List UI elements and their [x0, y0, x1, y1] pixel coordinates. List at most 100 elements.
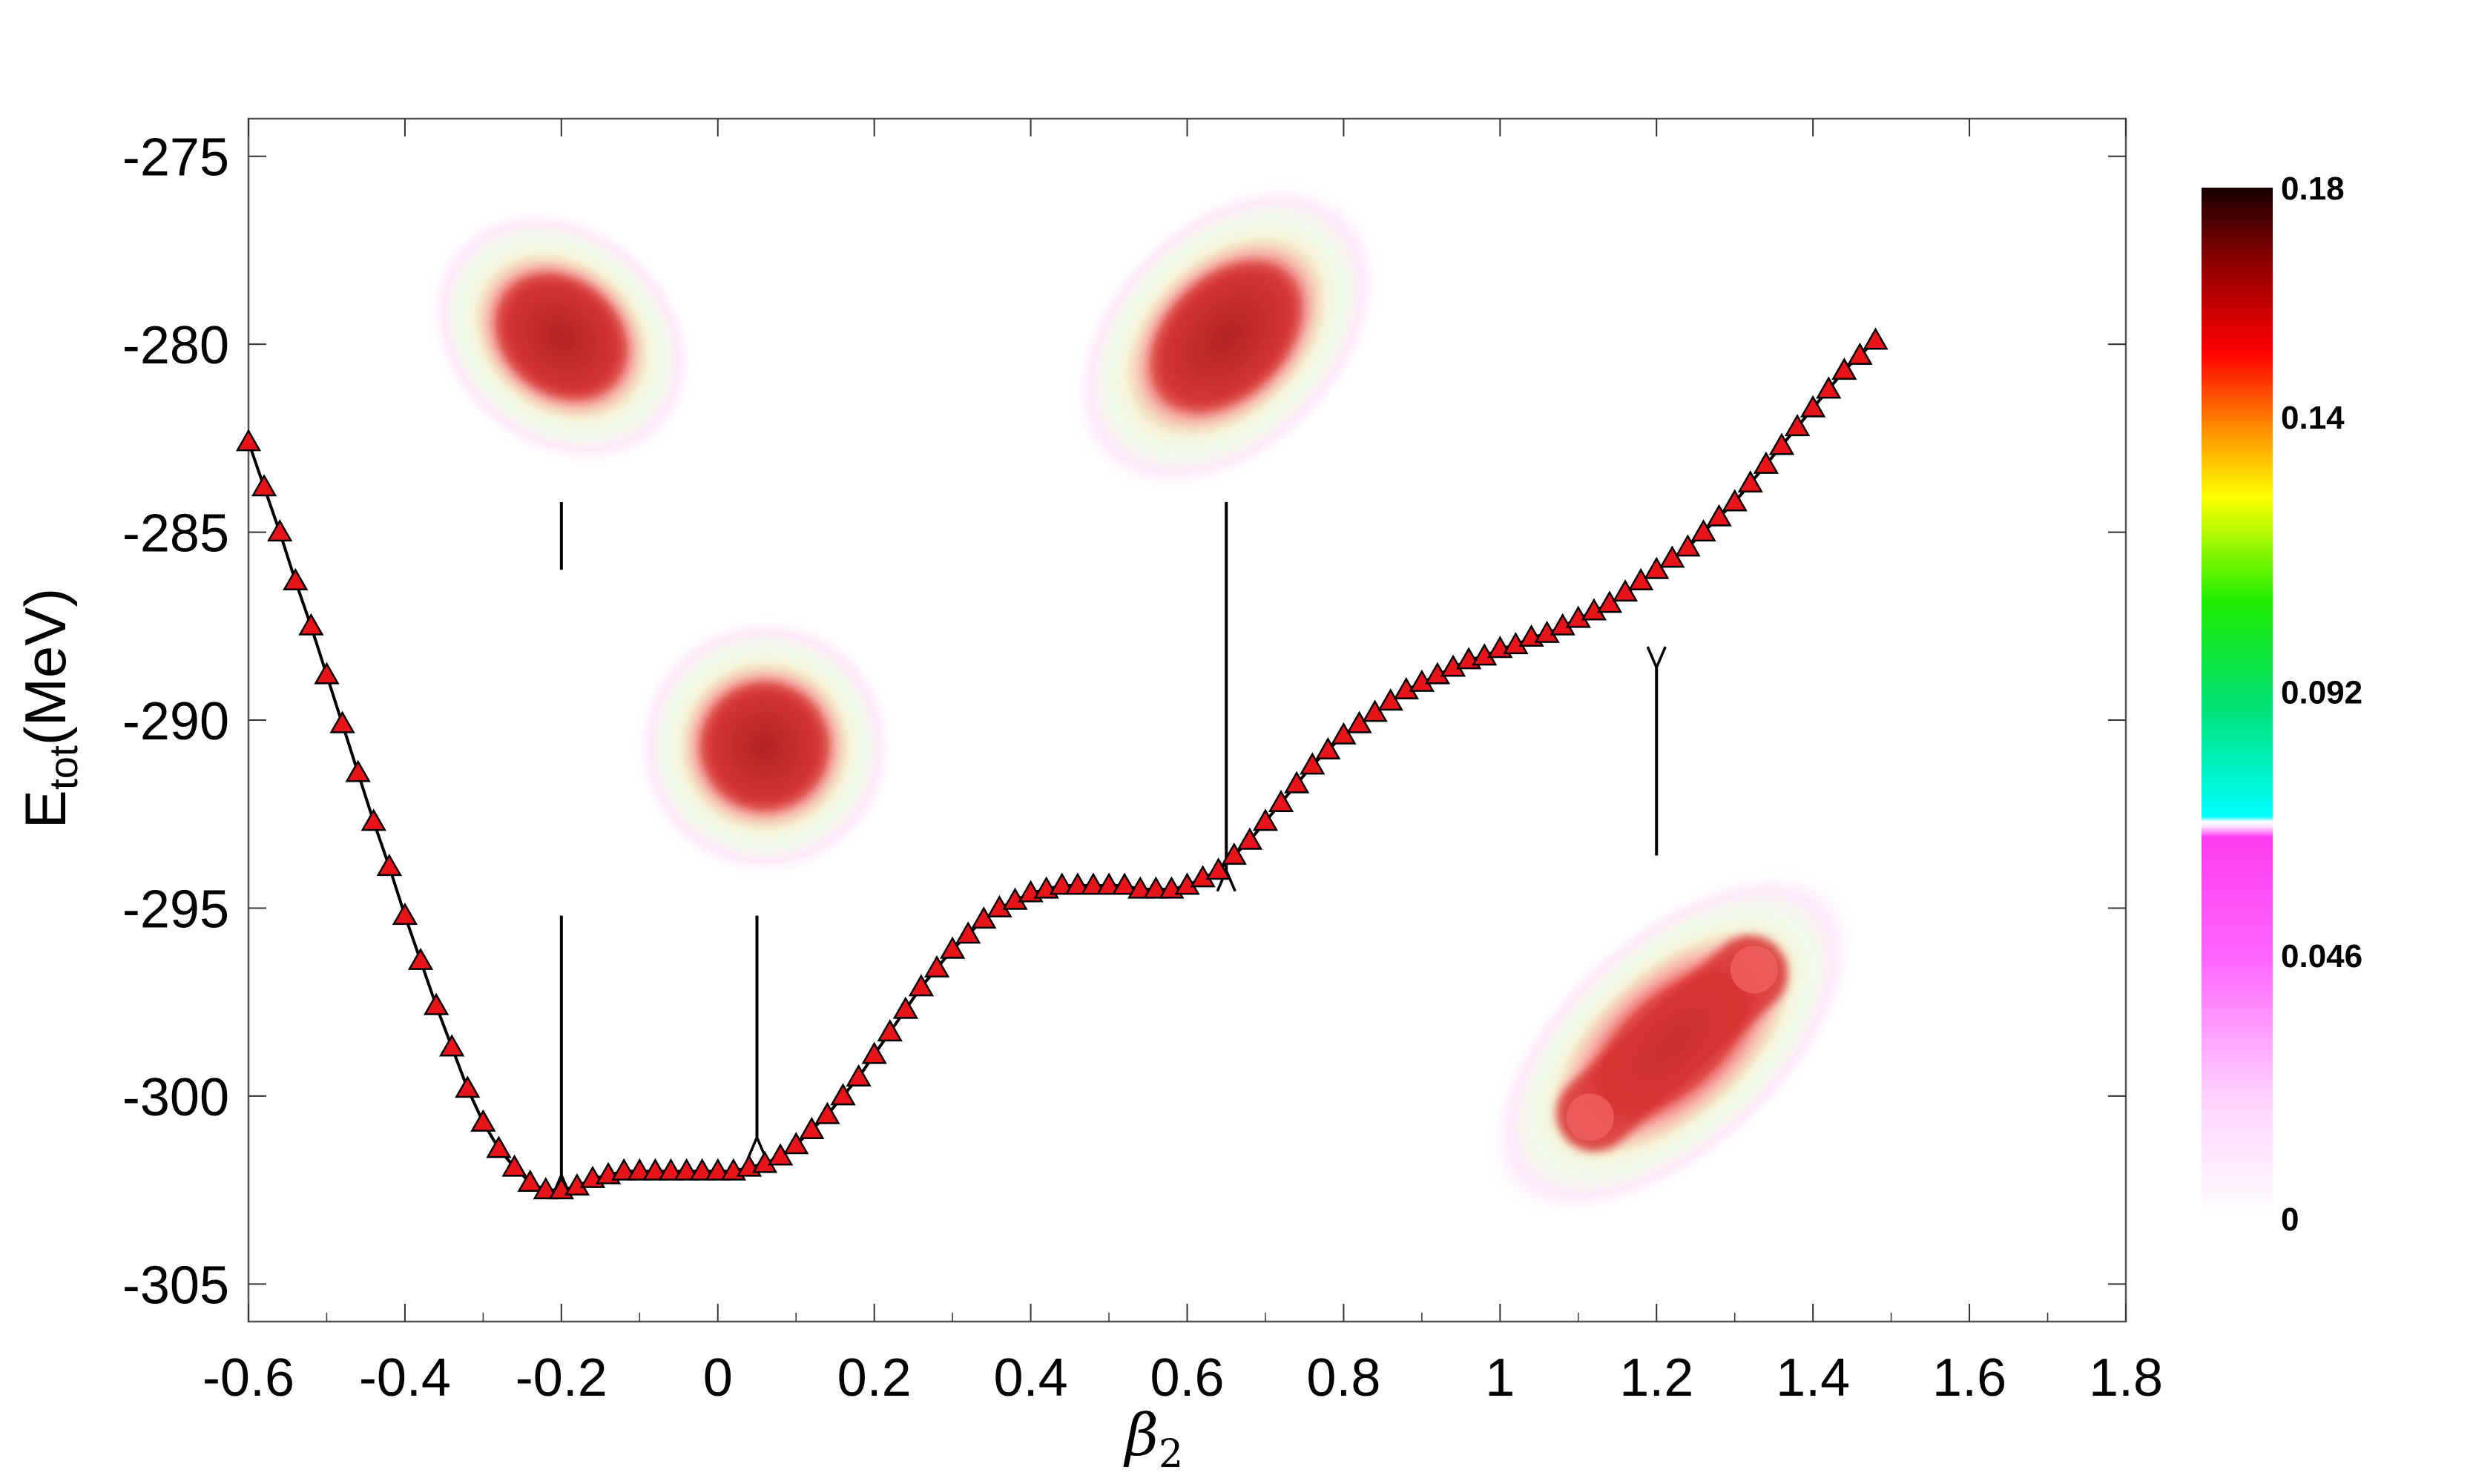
data-point [267, 519, 293, 542]
data-point [533, 1177, 559, 1200]
x-tick-label: -0.4 [359, 1348, 451, 1408]
density-insets [424, 179, 1861, 1221]
colorbar-tick-label: 0 [2281, 1201, 2299, 1238]
data-point [705, 1158, 731, 1181]
y-tick-label: -300 [122, 1068, 229, 1127]
data-point [1737, 470, 1763, 493]
data-point [1722, 489, 1748, 512]
x-tick-label: 0 [703, 1348, 733, 1408]
data-point [486, 1135, 512, 1158]
data-point [1659, 545, 1685, 568]
data-point [1706, 504, 1732, 527]
data-point [1096, 872, 1122, 895]
data-point [376, 854, 402, 877]
data-point [1831, 357, 1857, 380]
data-point [1816, 376, 1842, 399]
data-point [1064, 872, 1091, 895]
data-point [1268, 789, 1294, 813]
data-point [1236, 827, 1263, 850]
y-tick-label: -295 [122, 880, 229, 939]
data-point [1331, 722, 1357, 745]
data-point [470, 1109, 496, 1132]
data-point [392, 903, 418, 926]
data-point [1111, 872, 1138, 895]
y-tick-label: -305 [122, 1256, 229, 1315]
data-point [1800, 395, 1826, 418]
data-point [439, 1034, 465, 1057]
data-point [627, 1158, 653, 1181]
data-point [1346, 710, 1372, 733]
x-tick-label: 0.4 [994, 1348, 1068, 1408]
y-tick-label: -285 [122, 504, 229, 564]
density-inset-dumbbell-compact [424, 205, 699, 469]
x-axis-ticks: -0.6 -0.4 -0.2 0 0.2 0.4 0.6 0.8 1 1.2 1.4 1.6 1.8 [202, 119, 2163, 1408]
data-point [1690, 519, 1716, 542]
data-point [235, 429, 262, 452]
data-point [923, 955, 950, 978]
data-point [1362, 699, 1388, 722]
arrow-down [1216, 502, 1236, 892]
data-point [1377, 688, 1403, 711]
data-point [517, 1169, 543, 1192]
colorbar-tick-label: 0.18 [2281, 171, 2345, 207]
arrow-head [746, 1134, 768, 1159]
density-cluster [1566, 1093, 1614, 1141]
data-point [1675, 534, 1701, 557]
data-point [1847, 342, 1873, 365]
colorbar-tick-label: 0.046 [2281, 938, 2362, 975]
data-point [455, 1075, 481, 1098]
data-point [1784, 414, 1811, 437]
data-point [674, 1158, 699, 1181]
data-point [251, 474, 277, 497]
data-point [814, 1101, 840, 1124]
data-point [908, 974, 935, 997]
data-point [877, 1019, 903, 1042]
data-point [329, 710, 355, 733]
y-tick-label: -280 [122, 316, 229, 375]
data-point [1863, 327, 1888, 350]
density-core-inner [497, 274, 626, 399]
colorbar-tick-label: 0.092 [2281, 675, 2362, 711]
data-point [642, 1158, 668, 1181]
data-point [360, 808, 386, 831]
data-point [689, 1158, 715, 1181]
data-point [1753, 451, 1779, 474]
x-tick-label: -0.6 [202, 1348, 294, 1408]
data-point [939, 936, 966, 959]
data-point [501, 1154, 527, 1177]
data-point [783, 1132, 809, 1155]
density-core-inner [702, 684, 828, 809]
data-point [1143, 876, 1169, 899]
data-point [1221, 842, 1247, 865]
data-point [1612, 579, 1639, 602]
x-tick-label: 1 [1485, 1348, 1515, 1408]
data-point [971, 906, 997, 929]
arrow-head [1646, 646, 1667, 671]
data-point [611, 1158, 637, 1181]
data-point [767, 1143, 794, 1166]
data-point [1628, 567, 1654, 590]
density-core-inner [1152, 263, 1300, 411]
data-point [1300, 752, 1326, 775]
x-tick-label: 0.8 [1306, 1348, 1380, 1408]
data-point [846, 1064, 872, 1087]
data-point [892, 996, 919, 1019]
data-point [1315, 737, 1341, 760]
density-cluster [1730, 946, 1778, 994]
arrow-down [746, 915, 768, 1159]
data-point [1049, 872, 1075, 895]
data-point [1127, 876, 1153, 899]
x-tick-label: 0.2 [837, 1348, 912, 1408]
x-tick-label: 1.6 [1932, 1348, 2006, 1408]
data-point [283, 567, 309, 590]
colorbar: 0.18 0.14 0.092 0.046 0 [2202, 171, 2362, 1238]
x-tick-label: 1.2 [1619, 1348, 1693, 1408]
data-point [799, 1116, 825, 1139]
density-inset-sphere [631, 613, 899, 880]
data-point [1205, 857, 1231, 880]
data-point [1768, 432, 1795, 455]
x-tick-label: 1.4 [1776, 1348, 1850, 1408]
data-point [1596, 590, 1623, 613]
data-point [861, 1041, 887, 1064]
